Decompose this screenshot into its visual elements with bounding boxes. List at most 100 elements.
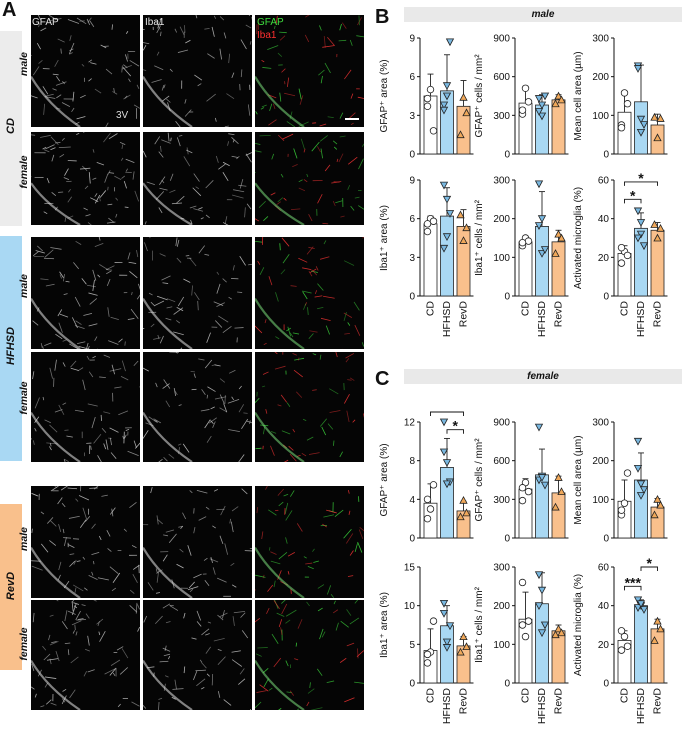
cell-process (354, 302, 359, 310)
cell-process (126, 429, 129, 430)
cell-process (152, 80, 162, 83)
cell-process (362, 237, 364, 238)
cell-process (143, 69, 146, 71)
y-tick-label: 8 (409, 456, 415, 467)
cell-process (220, 394, 224, 403)
y-tick-label: 900 (493, 34, 510, 45)
category-label: RevD (553, 688, 565, 715)
cell-process (285, 620, 290, 623)
cell-process (139, 382, 140, 387)
cell-process (269, 688, 272, 690)
cell-process (344, 261, 354, 266)
cell-process (271, 431, 276, 433)
cell-process (72, 108, 75, 112)
cell-process (334, 147, 337, 150)
cell-process (322, 46, 334, 48)
cell-process (165, 646, 166, 651)
cell-process (159, 177, 165, 185)
data-point (424, 660, 431, 667)
cell-process (256, 654, 262, 657)
cell-process (194, 75, 202, 80)
cell-process (188, 545, 191, 555)
cell-process (58, 39, 65, 42)
cell-process (124, 435, 126, 439)
cell-process (56, 95, 61, 98)
cell-process (307, 174, 308, 177)
cell-process (335, 201, 342, 203)
cell-process (232, 195, 243, 198)
cell-process (95, 243, 103, 246)
cell-process (279, 502, 284, 506)
cell-process (284, 93, 295, 96)
cell-process (116, 214, 117, 218)
cell-process (344, 698, 354, 702)
cell-process (177, 258, 181, 263)
cell-process (72, 621, 81, 625)
cell-process (76, 499, 79, 502)
cell-process (50, 248, 61, 250)
cell-process (176, 121, 181, 127)
cell-process (205, 420, 211, 428)
cell-process (128, 252, 130, 259)
cell-process (279, 552, 287, 559)
cell-process (224, 700, 231, 706)
cell-process (255, 448, 261, 449)
y-tick-label: 200 (592, 456, 609, 467)
y-tick-label: 3 (409, 253, 415, 264)
cell-process (340, 216, 344, 217)
cell-process (137, 604, 139, 609)
cell-process (128, 451, 139, 455)
cell-process (193, 574, 201, 578)
bar-RevD (552, 100, 565, 154)
cell-process (64, 169, 68, 176)
cell-process (220, 49, 222, 60)
cell-process (98, 578, 109, 580)
data-point (651, 114, 658, 121)
cell-process (35, 694, 36, 698)
ventricle-edge (255, 299, 304, 349)
data-point (424, 103, 431, 110)
cell-process (304, 149, 305, 153)
cell-process (299, 89, 301, 100)
cell-process (358, 159, 363, 169)
cell-process (180, 549, 184, 552)
cell-process (35, 397, 39, 408)
cell-process (157, 296, 167, 300)
data-point (525, 99, 532, 106)
cell-process (326, 326, 329, 335)
cell-process (333, 141, 337, 144)
cell-process (313, 561, 318, 563)
cell-process (148, 582, 153, 590)
cell-process (183, 279, 190, 282)
cell-process (123, 436, 124, 439)
y-axis-label: Iba1⁺ cells / mm² (474, 199, 485, 276)
cell-process (84, 671, 87, 676)
cell-process (240, 613, 245, 618)
cell-process (218, 164, 225, 169)
cell-process (323, 515, 334, 517)
y-tick-label: 4 (409, 495, 415, 506)
cell-process (179, 135, 182, 136)
cell-process (206, 507, 209, 509)
cell-process (121, 176, 124, 179)
cell-process (61, 49, 62, 54)
sex-label-hfhsd-female: female (18, 378, 30, 418)
cell-process (75, 625, 76, 630)
cell-process (63, 362, 65, 366)
cell-process (319, 629, 323, 639)
cell-process (304, 557, 307, 559)
cell-process (303, 292, 308, 299)
cell-process (287, 403, 290, 407)
cell-process (108, 341, 118, 345)
cell-process (47, 178, 49, 183)
cell-process (272, 154, 274, 160)
cell-process (264, 343, 267, 344)
cell-process (198, 207, 202, 209)
y-tick-label: 9 (409, 176, 415, 187)
data-point (621, 90, 628, 97)
y-tick-label: 300 (493, 563, 510, 574)
cell-process (88, 222, 92, 225)
cell-process (46, 284, 55, 286)
